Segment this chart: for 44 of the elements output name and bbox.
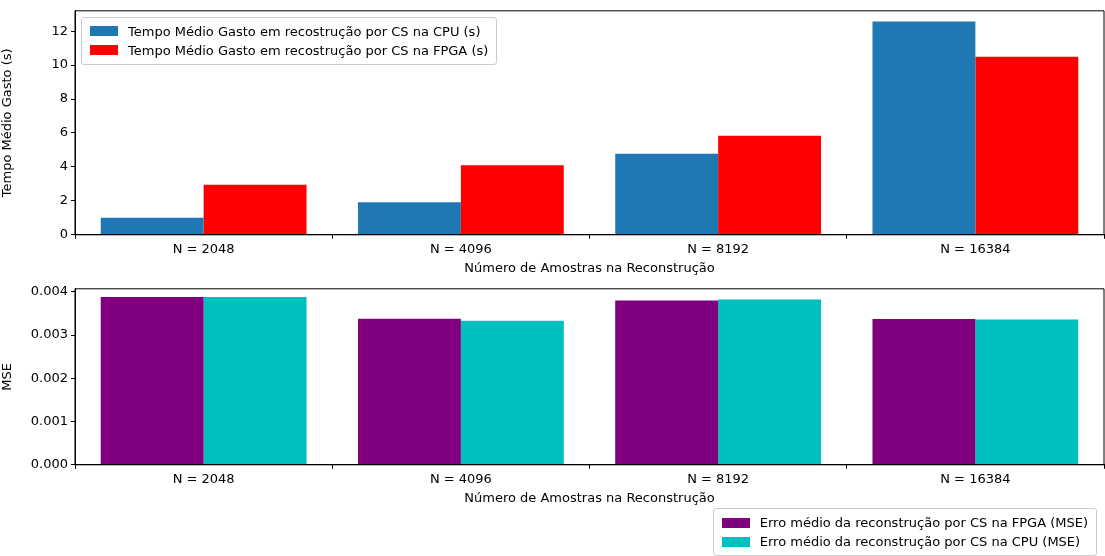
- bar: [100, 217, 204, 235]
- bar: [872, 319, 976, 465]
- y-tick-label: 10: [51, 56, 68, 72]
- legend-label: Erro médio da reconstrução por CS na FPGA (MSE): [759, 515, 1088, 530]
- bar: [460, 165, 564, 235]
- y-tick-label: 0.001: [30, 412, 68, 428]
- bar: [872, 21, 976, 235]
- bar: [100, 297, 204, 465]
- legend-label: Erro médio da reconstrução por CS na CPU (MSE): [759, 534, 1081, 549]
- bar: [357, 202, 461, 235]
- bar: [203, 184, 307, 235]
- legend-label: Tempo Médio Gasto em recostrução por CS na CPU (s): [128, 23, 481, 39]
- legend-label: Tempo Médio Gasto em recostrução por CS na FPGA (s): [128, 42, 489, 58]
- y-tick-label: 0.000: [30, 456, 68, 472]
- bar: [975, 56, 1079, 235]
- bar: [718, 299, 822, 465]
- y-tick-label: 0.004: [30, 283, 68, 299]
- y-axis-title: MSE: [0, 362, 15, 391]
- bar: [615, 300, 719, 465]
- y-tick-label: 4: [59, 158, 68, 174]
- bar: [203, 297, 307, 465]
- x-axis-title: Número de Amostras na Reconstrução: [464, 489, 715, 505]
- y-tick-label: 8: [59, 90, 68, 106]
- bar: [357, 318, 461, 465]
- x-tick-label: N = 4096: [429, 240, 492, 256]
- bar: [460, 320, 564, 465]
- y-tick-label: 0: [59, 226, 68, 242]
- x-tick-label: N = 8192: [687, 240, 750, 256]
- y-tick-label: 6: [59, 124, 68, 140]
- x-tick-label: N = 16384: [940, 240, 1011, 256]
- y-tick-label: 12: [51, 22, 68, 38]
- x-axis-title: Número de Amostras na Reconstrução: [464, 259, 715, 275]
- y-tick-label: 0.003: [30, 326, 68, 342]
- y-axis-title: Tempo Médio Gasto (s): [0, 48, 15, 199]
- x-tick-label: N = 16384: [940, 470, 1011, 486]
- x-tick-label: N = 2048: [172, 470, 235, 486]
- bar: [615, 153, 719, 235]
- bar: [718, 135, 822, 235]
- y-tick-label: 2: [59, 192, 68, 208]
- x-tick-label: N = 4096: [429, 470, 492, 486]
- bar: [975, 319, 1079, 465]
- y-tick-label: 0.002: [30, 369, 68, 385]
- x-tick-label: N = 2048: [172, 240, 235, 256]
- x-tick-label: N = 8192: [687, 470, 750, 486]
